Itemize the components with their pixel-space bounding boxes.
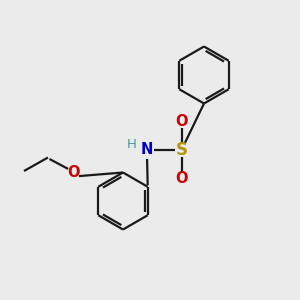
Text: N: N <box>141 142 153 158</box>
Text: O: O <box>67 165 80 180</box>
Text: H: H <box>127 138 137 151</box>
Text: O: O <box>175 114 188 129</box>
Text: S: S <box>176 141 188 159</box>
Text: O: O <box>175 171 188 186</box>
